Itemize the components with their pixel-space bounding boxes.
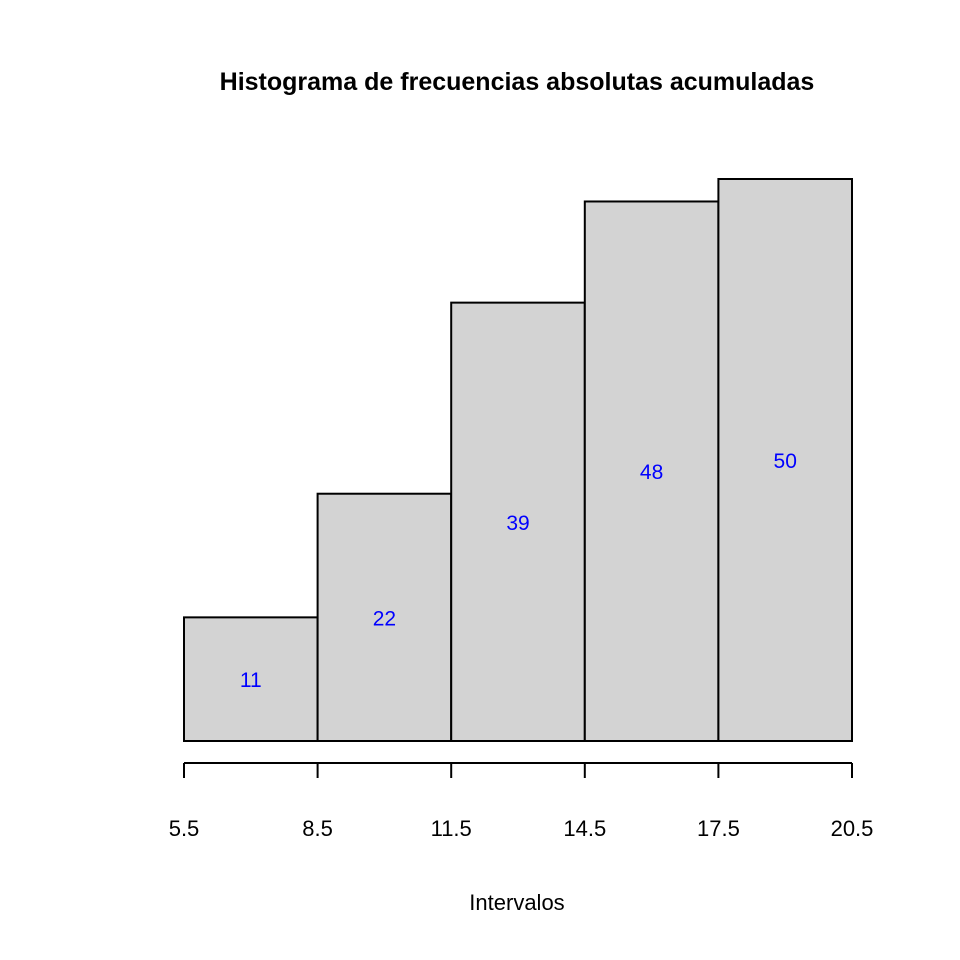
bars-group: [183, 178, 854, 743]
bar-data-label-4: 50: [774, 450, 797, 473]
bar-3: [583, 200, 720, 743]
x-tick-label-2: 11.5: [431, 816, 472, 841]
bar-data-label-1: 22: [373, 607, 396, 630]
x-axis-label: Intervalos: [469, 890, 564, 915]
bar-4: [717, 178, 854, 742]
bar-data-label-3: 48: [640, 461, 663, 484]
bar-data-label-0: 11: [240, 669, 262, 692]
chart-title: Histograma de frecuencias absolutas acum…: [220, 68, 815, 96]
bar-1: [316, 492, 453, 742]
x-tick-label-5: 20.5: [831, 816, 874, 841]
bar-labels-group: 11 22 39 48 50: [240, 450, 797, 692]
bar-2: [450, 301, 586, 742]
x-tick-label-3: 14.5: [563, 816, 606, 841]
bar-0: [183, 616, 319, 742]
x-tick-label-4: 17.5: [697, 816, 740, 841]
x-axis: 5.5 8.5 11.5 14.5 17.5 20.5: [169, 762, 874, 841]
x-tick-label-0: 5.5: [169, 816, 200, 841]
bar-data-label-2: 39: [506, 512, 529, 535]
x-tick-label-1: 8.5: [302, 816, 333, 841]
